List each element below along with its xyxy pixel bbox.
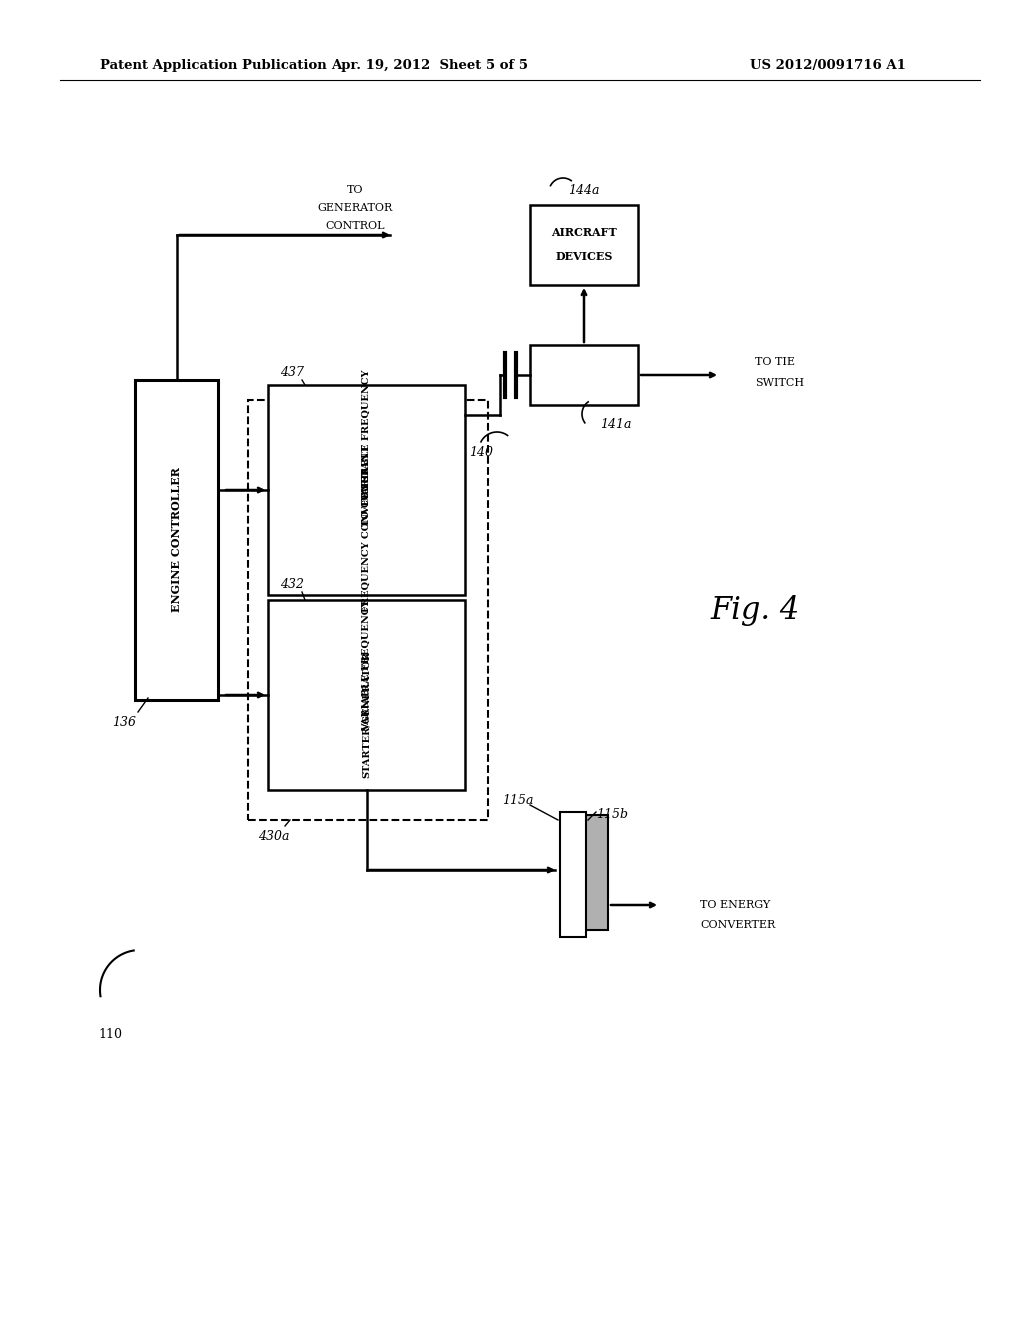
Text: 432: 432 <box>280 578 304 591</box>
Bar <box>135 380 218 700</box>
Text: 140: 140 <box>469 446 493 458</box>
Bar <box>580 814 608 931</box>
Text: 115a: 115a <box>502 793 534 807</box>
Text: CONVERTER: CONVERTER <box>700 920 775 931</box>
Text: 144a: 144a <box>568 183 599 197</box>
Text: TO CONSTANT: TO CONSTANT <box>362 445 371 525</box>
Text: TO: TO <box>347 185 364 195</box>
Bar <box>268 601 465 789</box>
Text: GENERATOR: GENERATOR <box>317 203 392 213</box>
Text: ENGINE CONTROLLER: ENGINE CONTROLLER <box>171 467 182 612</box>
Text: 437: 437 <box>280 366 304 379</box>
Text: TO TIE: TO TIE <box>755 356 795 367</box>
Text: SWITCH: SWITCH <box>755 378 804 388</box>
Text: 110: 110 <box>98 1028 122 1041</box>
Text: 115b: 115b <box>596 808 628 821</box>
Bar <box>268 385 465 595</box>
Text: VARIABLE FREQUENCY: VARIABLE FREQUENCY <box>362 599 371 731</box>
Text: AIRCRAFT: AIRCRAFT <box>551 227 616 239</box>
Bar <box>248 400 488 820</box>
Text: FREQUENCY CONVERTER: FREQUENCY CONVERTER <box>362 467 371 612</box>
Bar <box>530 205 638 285</box>
Bar <box>530 345 638 405</box>
Text: 136: 136 <box>112 715 136 729</box>
Bar <box>560 812 586 937</box>
Text: VARIABLE FREQUENCY: VARIABLE FREQUENCY <box>362 370 371 500</box>
Text: DEVICES: DEVICES <box>555 252 612 263</box>
Text: 141a: 141a <box>600 418 632 432</box>
Text: Fig. 4: Fig. 4 <box>710 594 800 626</box>
Text: 430a: 430a <box>258 829 290 842</box>
Text: CONTROL: CONTROL <box>326 220 385 231</box>
Text: US 2012/0091716 A1: US 2012/0091716 A1 <box>750 58 906 71</box>
Text: Apr. 19, 2012  Sheet 5 of 5: Apr. 19, 2012 Sheet 5 of 5 <box>332 58 528 71</box>
Text: STARTER/GENERATOR: STARTER/GENERATOR <box>362 652 371 779</box>
Text: Patent Application Publication: Patent Application Publication <box>100 58 327 71</box>
Text: TO ENERGY: TO ENERGY <box>700 900 770 909</box>
